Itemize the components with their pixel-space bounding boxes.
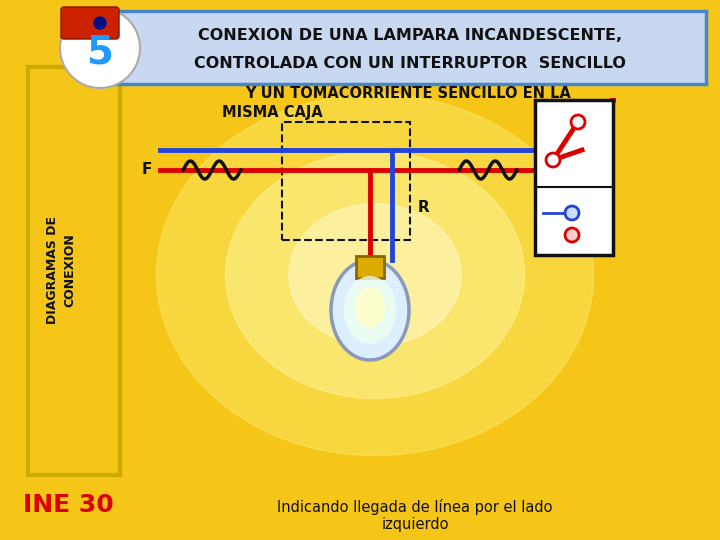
Ellipse shape xyxy=(225,152,524,399)
Text: 5: 5 xyxy=(86,33,114,71)
Text: izquierdo: izquierdo xyxy=(382,517,449,532)
Ellipse shape xyxy=(156,94,593,456)
Text: F: F xyxy=(142,163,152,178)
Circle shape xyxy=(546,153,560,167)
Text: CONTROLADA CON UN INTERRUPTOR  SENCILLO: CONTROLADA CON UN INTERRUPTOR SENCILLO xyxy=(194,57,626,71)
FancyBboxPatch shape xyxy=(61,7,119,39)
Text: DIAGRAMAS DE: DIAGRAMAS DE xyxy=(45,216,58,324)
Ellipse shape xyxy=(289,204,462,346)
Ellipse shape xyxy=(355,287,385,327)
Text: R: R xyxy=(418,200,430,215)
Circle shape xyxy=(60,8,140,88)
Text: Y UN TOMACORRIENTE SENCILLO EN LA: Y UN TOMACORRIENTE SENCILLO EN LA xyxy=(245,85,571,100)
Bar xyxy=(535,100,613,255)
Text: Indicando llegada de línea por el lado: Indicando llegada de línea por el lado xyxy=(277,499,553,515)
Circle shape xyxy=(94,17,106,29)
Ellipse shape xyxy=(331,260,409,360)
Text: CONEXION: CONEXION xyxy=(63,233,76,307)
Bar xyxy=(115,11,706,84)
Text: CONEXION DE UNA LAMPARA INCANDESCENTE,: CONEXION DE UNA LAMPARA INCANDESCENTE, xyxy=(198,28,622,43)
Text: INE 30: INE 30 xyxy=(22,493,113,517)
Ellipse shape xyxy=(344,276,396,344)
Text: MISMA CAJA: MISMA CAJA xyxy=(222,105,323,119)
Circle shape xyxy=(565,228,579,242)
Bar xyxy=(28,67,120,475)
Circle shape xyxy=(571,115,585,129)
Circle shape xyxy=(565,206,579,220)
Bar xyxy=(356,256,384,278)
Bar xyxy=(282,122,410,240)
